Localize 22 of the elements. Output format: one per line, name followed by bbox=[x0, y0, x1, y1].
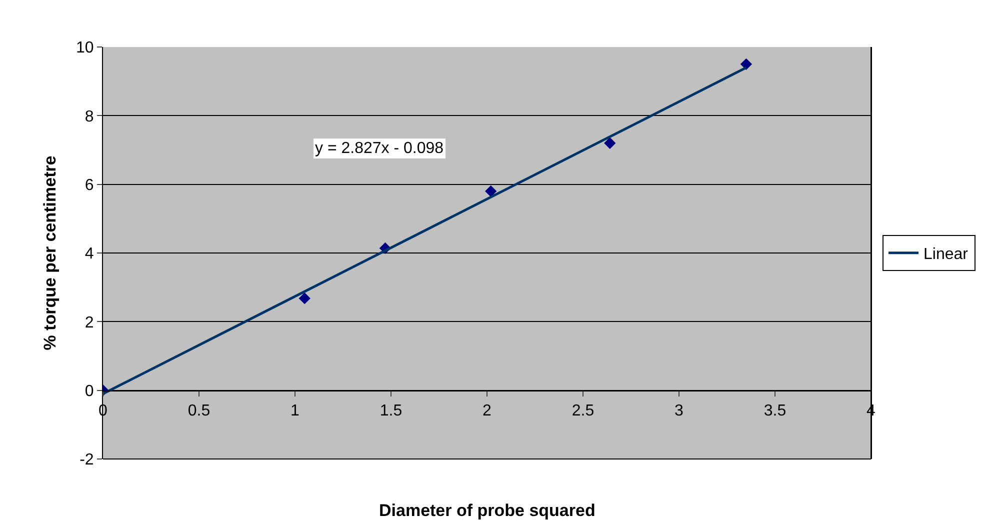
x-tick-label: 3.5 bbox=[764, 402, 786, 420]
x-tick-label: 2 bbox=[482, 402, 492, 420]
point bbox=[484, 185, 497, 198]
y-tick-label: 2 bbox=[84, 314, 94, 332]
point bbox=[298, 292, 310, 304]
y-tick-label: 0 bbox=[84, 382, 94, 400]
y-tick-label: 6 bbox=[84, 176, 94, 194]
legend-label: Linear bbox=[924, 246, 969, 264]
x-tick-label: 1.5 bbox=[380, 402, 402, 420]
x-tick-label: 1 bbox=[290, 402, 300, 420]
x-axis-title: Diameter of probe squared bbox=[379, 501, 596, 520]
annotation: y = 2.827x - 0.098 bbox=[315, 140, 444, 157]
point bbox=[740, 58, 752, 70]
x-tick-label: 0.5 bbox=[188, 402, 210, 420]
x-tick-label: 3 bbox=[674, 402, 684, 420]
y-tick-label: 8 bbox=[84, 108, 94, 126]
y-tick-label: 4 bbox=[84, 246, 94, 263]
y-tick-label: 10 bbox=[76, 40, 94, 57]
x-tick-label: 2.5 bbox=[572, 402, 594, 420]
y-tick-label: -2 bbox=[80, 452, 94, 469]
y-axis-title: % torque per centimetre bbox=[40, 156, 60, 350]
point bbox=[604, 137, 616, 149]
